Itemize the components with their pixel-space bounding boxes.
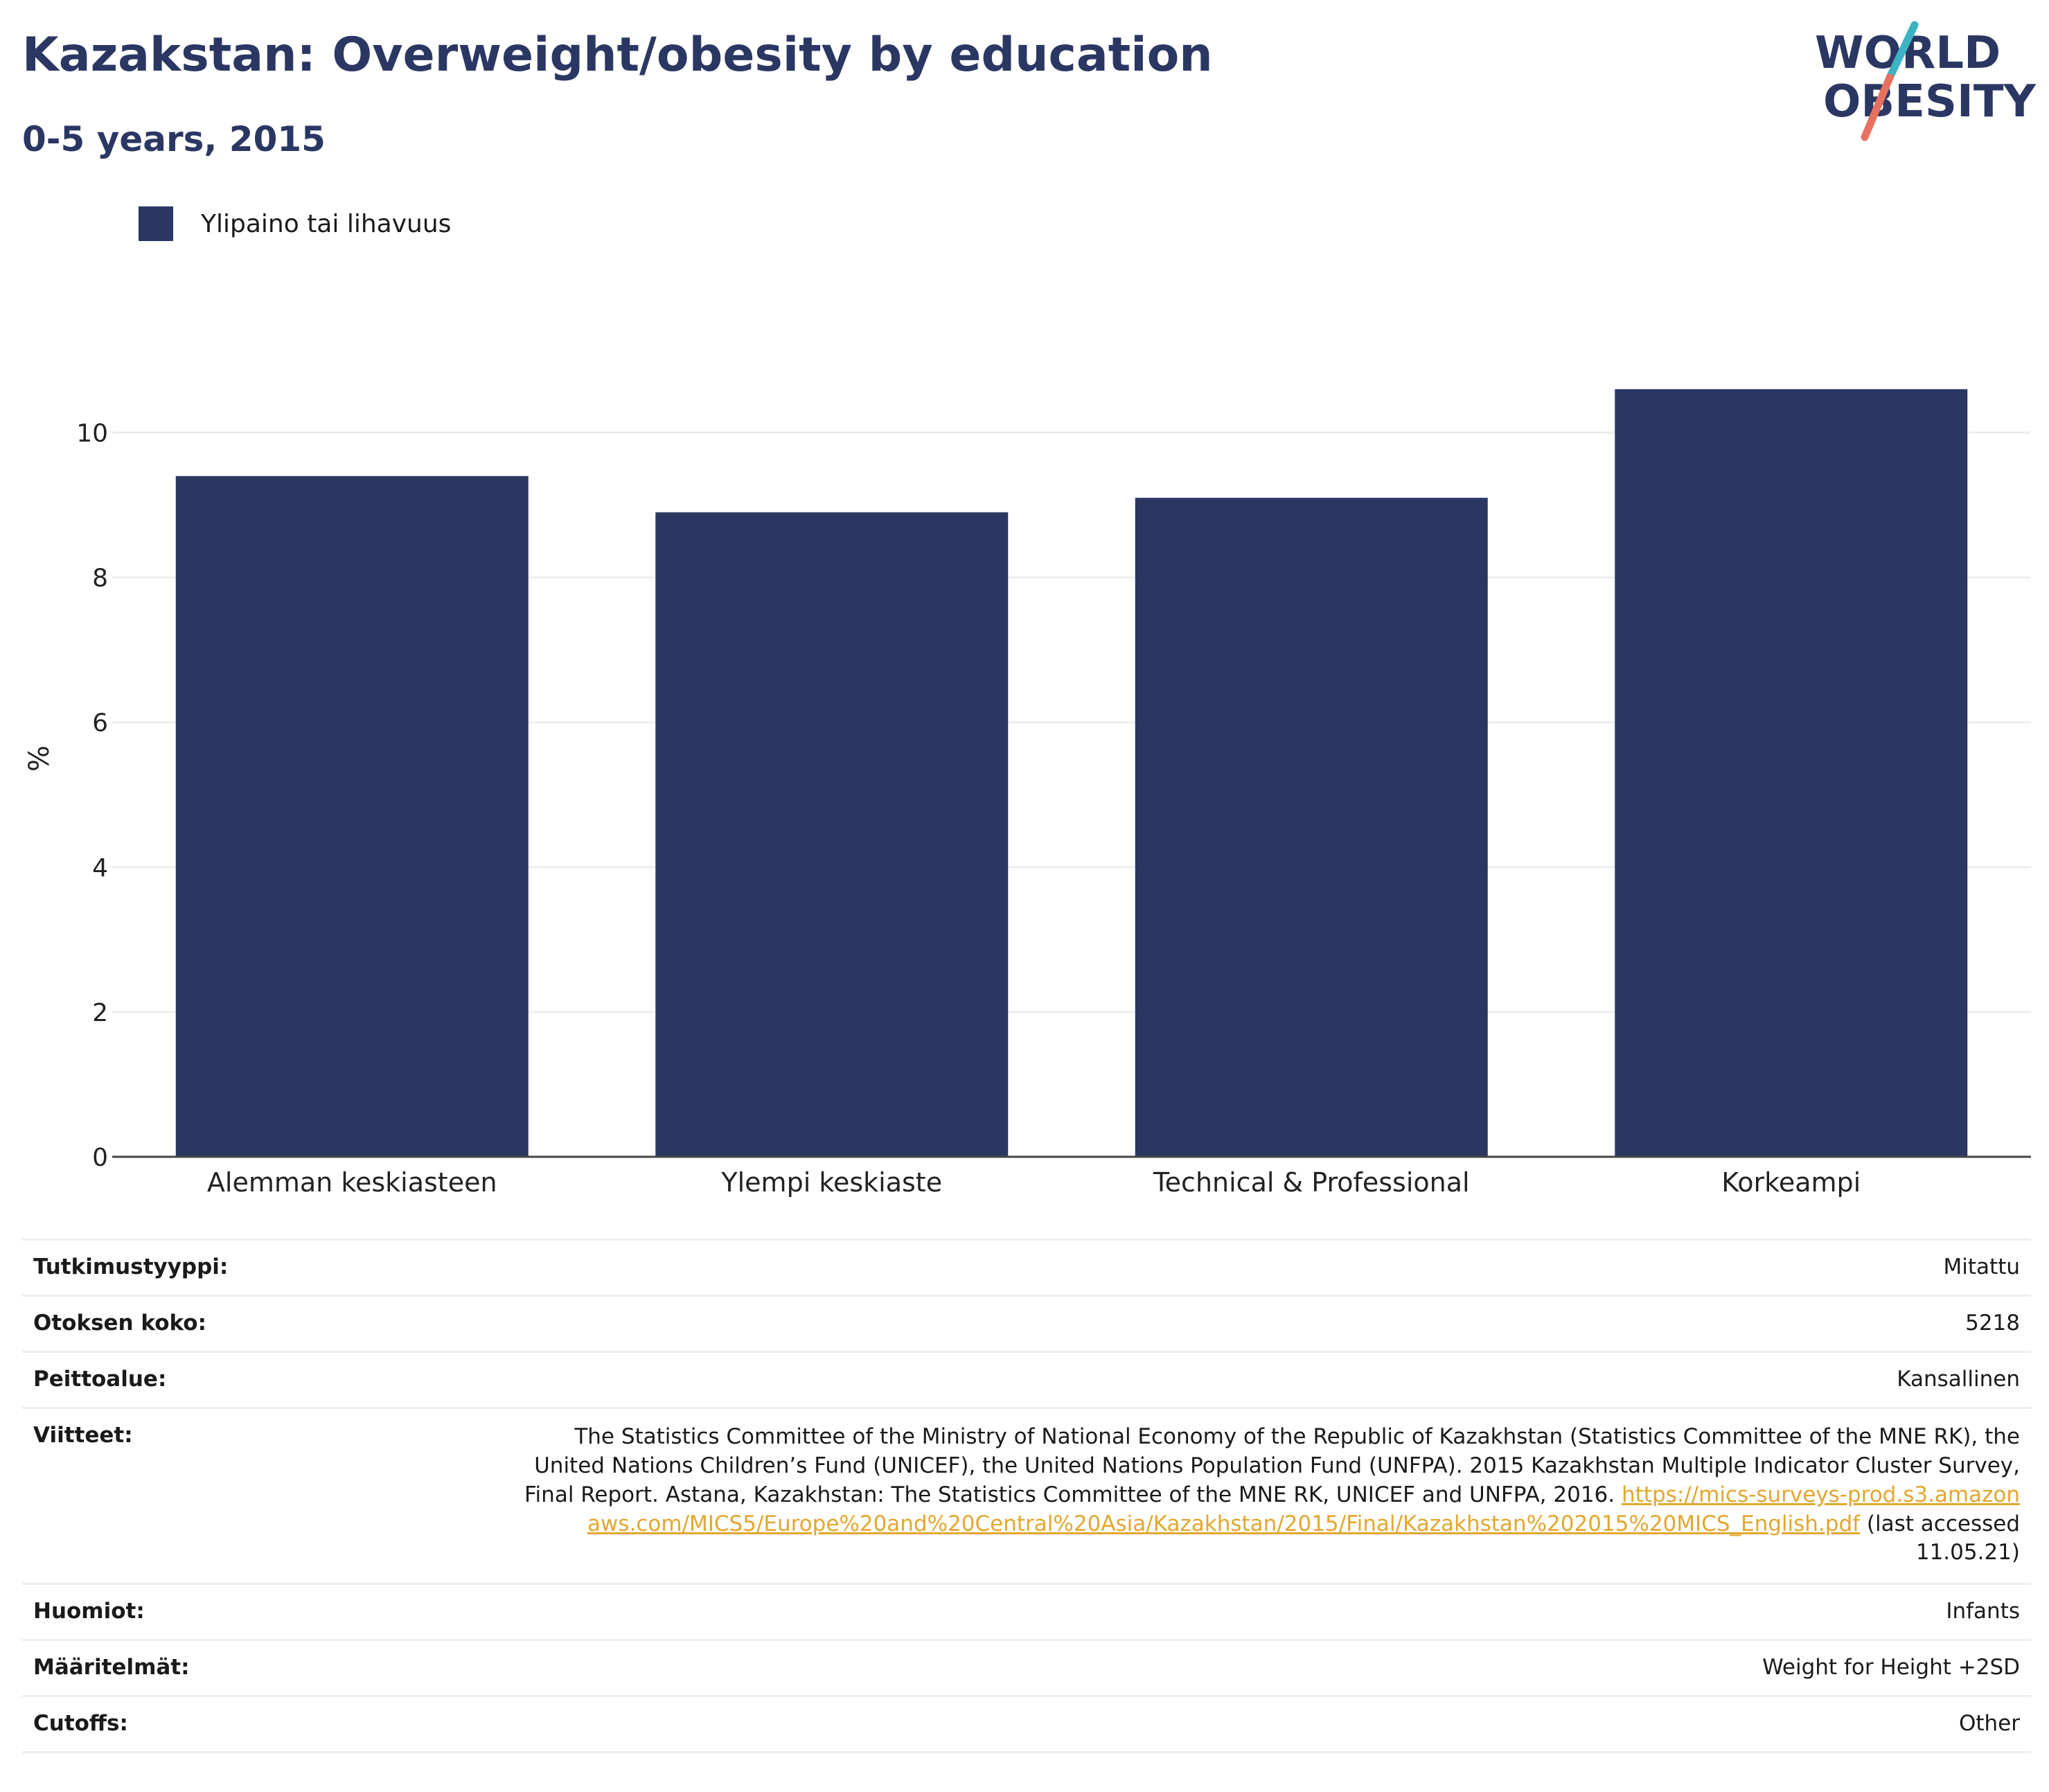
logo-line2: OBESITY xyxy=(1823,76,2036,127)
bar xyxy=(175,476,529,1157)
bar xyxy=(1135,497,1488,1157)
info-label: Määritelmät: xyxy=(33,1655,190,1680)
info-label: Cutoffs: xyxy=(33,1711,128,1737)
info-row-study-type: Tutkimustyyppi: Mitattu xyxy=(22,1239,2031,1295)
info-row-coverage: Peittoalue: Kansallinen xyxy=(22,1351,2031,1407)
info-value: Mitattu xyxy=(1943,1254,2020,1279)
info-label: Otoksen koko: xyxy=(33,1311,206,1336)
y-tick-label: 4 xyxy=(92,854,108,882)
info-label: Huomiot: xyxy=(33,1599,145,1624)
y-tick-label: 8 xyxy=(92,565,108,593)
info-label: Tutkimustyyppi: xyxy=(33,1254,229,1279)
chart-title: Kazakstan: Overweight/obesity by educati… xyxy=(22,28,1213,82)
info-row-notes: Huomiot: Infants xyxy=(22,1583,2031,1639)
info-value: 5218 xyxy=(1965,1311,2020,1336)
y-axis-label: % xyxy=(24,745,55,772)
x-tick-label: Technical & Professional xyxy=(1153,1167,1470,1198)
legend-swatch xyxy=(139,206,173,241)
chart-legend: Ylipaino tai lihavuus xyxy=(139,206,451,241)
info-row-references: Viitteet: The Statistics Committee of th… xyxy=(22,1407,2031,1583)
logo-slash-teal xyxy=(1886,21,1919,82)
legend-label: Ylipaino tai lihavuus xyxy=(201,209,452,238)
x-tick-label: Alemman keskiasteen xyxy=(207,1167,497,1198)
reference-text-block: The Statistics Committee of the Ministry… xyxy=(524,1423,2020,1568)
info-value: Other xyxy=(1958,1711,2020,1737)
x-tick-label: Ylempi keskiaste xyxy=(720,1167,942,1198)
info-value: Kansallinen xyxy=(1897,1367,2020,1392)
chart-subtitle: 0-5 years, 2015 xyxy=(22,119,326,159)
info-row-definitions: Määritelmät: Weight for Height +2SD xyxy=(22,1639,2031,1695)
bar xyxy=(655,512,1009,1157)
reference-link[interactable]: https://mics-surveys-prod.s3.amazonaws.c… xyxy=(587,1482,2020,1536)
reference-text: The Statistics Committee of the Ministry… xyxy=(524,1424,2020,1507)
logo-slash-coral xyxy=(1861,73,1894,141)
y-tick-label: 2 xyxy=(92,999,108,1027)
info-label: Peittoalue: xyxy=(33,1367,167,1392)
y-tick-label: 6 xyxy=(92,709,108,738)
info-value: Weight for Height +2SD xyxy=(1762,1655,2020,1680)
y-tick-label: 10 xyxy=(76,420,108,448)
x-tick-label: Korkeampi xyxy=(1721,1167,1861,1198)
reference-suffix: (last accessed 11.05.21) xyxy=(1866,1511,2020,1565)
bar xyxy=(1615,389,1968,1157)
info-row-sample-size: Otoksen koko: 5218 xyxy=(22,1295,2031,1351)
info-label: Viitteet: xyxy=(33,1423,133,1448)
y-tick-label: 0 xyxy=(92,1144,108,1172)
info-value: Infants xyxy=(1946,1599,2020,1624)
info-table: Tutkimustyyppi: Mitattu Otoksen koko: 52… xyxy=(22,1239,2031,1754)
world-obesity-logo: WORLD OBESITY xyxy=(1815,21,2036,141)
info-row-cutoffs: Cutoffs: Other xyxy=(22,1695,2031,1754)
bar-chart: 0 2 4 6 8 10 Alemman keskiasteen Ylempi keskias… xyxy=(24,389,2031,1198)
